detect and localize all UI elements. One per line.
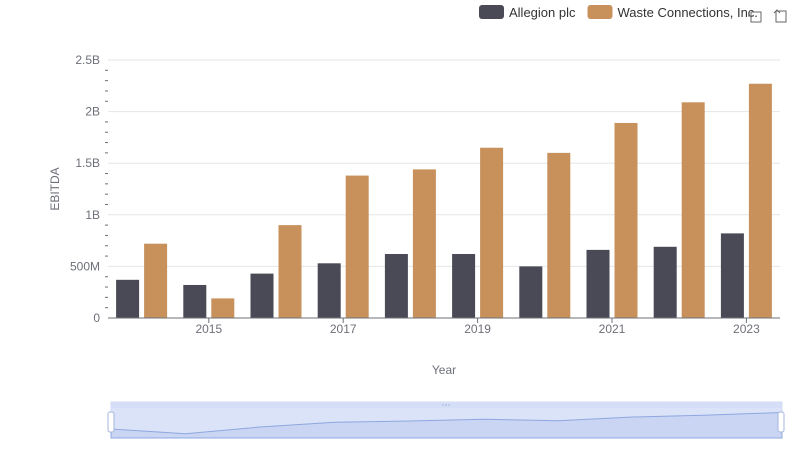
- bar-waste-connections-inc-2014[interactable]: [144, 243, 168, 318]
- datazoom-move-grip-icon[interactable]: [442, 404, 450, 406]
- grid-lines: [108, 59, 780, 267]
- x-tick-label: 2021: [599, 322, 626, 336]
- legend[interactable]: Allegion plc Waste Connections, Inc.: [479, 5, 758, 20]
- bar-waste-connections-inc-2023[interactable]: [748, 83, 772, 319]
- datazoom-handle-left[interactable]: [107, 411, 115, 433]
- bar-waste-connections-inc-2016[interactable]: [278, 225, 302, 318]
- bar-allegion-plc-2019[interactable]: [452, 254, 476, 318]
- bar-allegion-plc-2014[interactable]: [116, 279, 140, 318]
- bar-allegion-plc-2015[interactable]: [183, 284, 207, 318]
- y-axis-title: EBITDA: [48, 167, 62, 210]
- y-tick-label: 500M: [70, 259, 100, 273]
- bar-allegion-plc-2021[interactable]: [586, 249, 610, 318]
- bar-waste-connections-inc-2017[interactable]: [345, 175, 369, 318]
- datazoom-handle-right[interactable]: [777, 411, 785, 433]
- x-tick-label: 2023: [733, 322, 760, 336]
- y-tick-label: 2.5B: [75, 53, 100, 67]
- bars[interactable]: [116, 83, 772, 319]
- y-tick-label: 1.5B: [75, 156, 100, 170]
- bar-waste-connections-inc-2021[interactable]: [614, 122, 638, 319]
- bar-waste-connections-inc-2019[interactable]: [480, 147, 504, 318]
- x-tick-label: 2015: [195, 322, 222, 336]
- x-tick-label: 2019: [464, 322, 491, 336]
- bar-allegion-plc-2016[interactable]: [250, 273, 274, 318]
- bar-allegion-plc-2022[interactable]: [653, 246, 677, 318]
- bar-allegion-plc-2023[interactable]: [720, 233, 744, 318]
- y-tick-label: 2B: [85, 105, 100, 119]
- legend-swatch[interactable]: [479, 5, 504, 19]
- datazoom-slider[interactable]: [107, 401, 785, 439]
- legend-label[interactable]: Waste Connections, Inc.: [618, 5, 758, 20]
- bar-waste-connections-inc-2015[interactable]: [211, 298, 235, 318]
- legend-swatch[interactable]: [587, 5, 613, 19]
- y-tick-label: 1B: [85, 208, 100, 222]
- legend-label[interactable]: Allegion plc: [509, 5, 576, 20]
- bar-waste-connections-inc-2020[interactable]: [547, 152, 571, 318]
- y-tick-label: 0: [93, 311, 100, 325]
- x-tick-label: 2017: [330, 322, 357, 336]
- bar-allegion-plc-2020[interactable]: [519, 266, 543, 318]
- bar-waste-connections-inc-2018[interactable]: [412, 169, 436, 318]
- bar-allegion-plc-2017[interactable]: [317, 263, 341, 318]
- bar-waste-connections-inc-2022[interactable]: [681, 102, 705, 318]
- zoom-select-icon[interactable]: [748, 11, 762, 23]
- x-axis-title: Year: [432, 363, 456, 377]
- bar-allegion-plc-2018[interactable]: [384, 254, 408, 318]
- axes: 0 500M 1B 1.5B 2B 2.5B 2015 2017 2019 2021 2023: [70, 53, 780, 336]
- restore-icon[interactable]: [773, 9, 787, 23]
